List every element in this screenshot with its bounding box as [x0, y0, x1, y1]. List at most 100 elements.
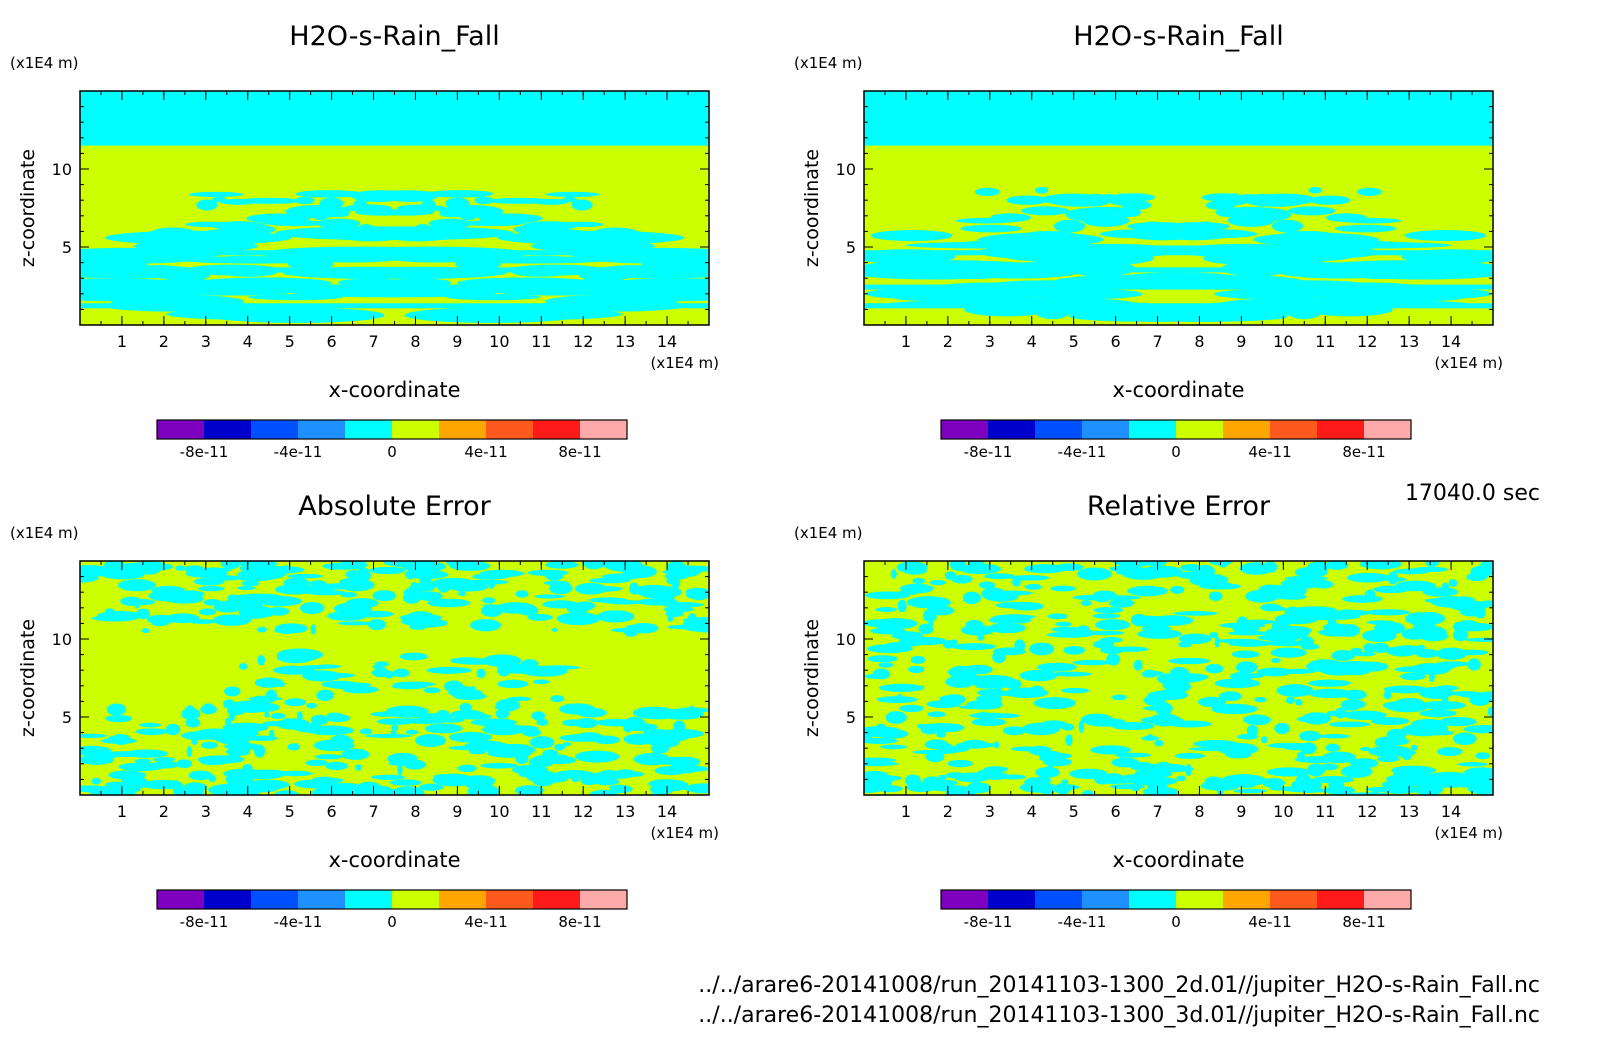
field-speckle	[1373, 585, 1410, 594]
field-speckle	[338, 561, 368, 570]
field-speckle	[302, 670, 342, 682]
field-speckle	[1295, 773, 1311, 786]
field-speckle	[80, 745, 112, 756]
colorbar-swatch	[1129, 420, 1176, 439]
x-tick-label: 10	[489, 802, 509, 821]
field-speckle	[1051, 626, 1083, 633]
field-speckle	[287, 573, 323, 579]
field-speckle	[1221, 561, 1231, 566]
colorbar-tick-label: -4e-11	[274, 913, 323, 931]
colorbar-tick-label: 0	[387, 913, 397, 931]
field-speckle	[105, 608, 115, 615]
field-speckle	[1402, 773, 1443, 785]
field-speckle	[310, 624, 317, 635]
field-speckle	[1282, 668, 1316, 674]
field-speckle	[393, 668, 410, 678]
field-speckle	[1308, 679, 1351, 687]
field-speckle	[1368, 745, 1412, 757]
x-tick-label: 11	[531, 802, 551, 821]
field-band	[80, 284, 709, 290]
field-speckle	[120, 787, 142, 792]
colorbar-swatch	[392, 890, 439, 909]
field-speckle	[249, 790, 259, 795]
field-speckle	[864, 673, 888, 679]
field-speckle	[1219, 691, 1242, 702]
field-streak	[189, 191, 244, 198]
colorbar-swatch	[1176, 890, 1223, 909]
field-speckle	[472, 749, 486, 755]
field-speckle	[514, 785, 545, 795]
field-speckle	[1476, 773, 1488, 784]
field-speckle	[124, 749, 168, 758]
field-speckle	[964, 664, 993, 675]
field-speckle	[256, 626, 267, 633]
x-tick-label: 9	[1236, 332, 1246, 351]
colorbar-swatch	[251, 890, 298, 909]
field-speckle	[1306, 763, 1326, 777]
field-speckle	[903, 567, 927, 575]
field-speckle	[1002, 726, 1026, 736]
heatmap-field	[80, 91, 709, 325]
field-speckle	[1334, 660, 1376, 672]
field-speckle	[608, 612, 623, 620]
field-speckle	[1014, 639, 1026, 652]
field-speckle	[393, 681, 436, 687]
field-speckle	[1410, 744, 1418, 751]
field-speckle	[1237, 733, 1259, 740]
colorbar-frame	[156, 419, 628, 440]
x-tick-label: 1	[117, 802, 127, 821]
field-streak	[452, 310, 598, 319]
field-speckle	[1127, 585, 1168, 597]
x-unit-label: (x1E4 m)	[650, 824, 719, 842]
field-speckle	[1266, 767, 1311, 777]
field-streak	[345, 226, 390, 233]
colorbar-swatch	[1223, 420, 1270, 439]
x-tick-label: 13	[1399, 332, 1419, 351]
field-speckle	[984, 573, 1016, 580]
field-streak	[1215, 207, 1243, 218]
field-speckle	[1396, 697, 1424, 707]
field-speckle	[1326, 561, 1349, 570]
field-speckle	[337, 621, 372, 626]
field-speckle	[528, 756, 555, 768]
field-speckle	[983, 766, 1009, 773]
field-speckle	[91, 777, 102, 785]
x-tick-label: 9	[452, 332, 462, 351]
field-speckle	[515, 590, 529, 598]
field-speckle	[402, 718, 411, 723]
field-speckle	[310, 714, 329, 726]
x-tick-label: 4	[243, 802, 253, 821]
field-speckle	[243, 737, 250, 745]
field-speckle	[426, 666, 472, 674]
x-tick-label: 7	[1152, 802, 1162, 821]
field-speckle	[1383, 685, 1429, 694]
field-speckle	[1342, 595, 1383, 603]
colorbar-tick-label: 8e-11	[558, 443, 601, 461]
x-axis-label: x-coordinate	[328, 378, 460, 402]
field-speckle	[1286, 584, 1307, 597]
x-tick-label: 12	[573, 332, 593, 351]
colorbar-swatch	[298, 890, 345, 909]
field-speckle	[1142, 673, 1158, 678]
field-speckle	[1385, 577, 1407, 582]
field-speckle	[294, 779, 334, 789]
field-streak	[399, 226, 444, 233]
colorbar-swatch	[533, 420, 580, 439]
x-tick-label: 6	[1111, 802, 1121, 821]
colorbar-tick-label: 0	[1171, 443, 1181, 461]
field-streak	[1144, 224, 1167, 231]
colorbar-swatch	[988, 890, 1035, 909]
field-speckle	[389, 779, 422, 786]
field-speckle	[1024, 583, 1042, 590]
field-speckle	[188, 770, 213, 781]
field-speckle	[1149, 765, 1195, 773]
field-speckle	[1077, 625, 1090, 633]
field-speckle	[405, 729, 419, 735]
field-speckle	[691, 594, 707, 601]
field-speckle	[1047, 613, 1068, 620]
field-streak	[487, 197, 553, 204]
x-axis-label: x-coordinate	[328, 848, 460, 872]
field-speckle	[1046, 631, 1094, 638]
colorbar-swatch	[1129, 890, 1176, 909]
field-speckle	[623, 624, 639, 637]
